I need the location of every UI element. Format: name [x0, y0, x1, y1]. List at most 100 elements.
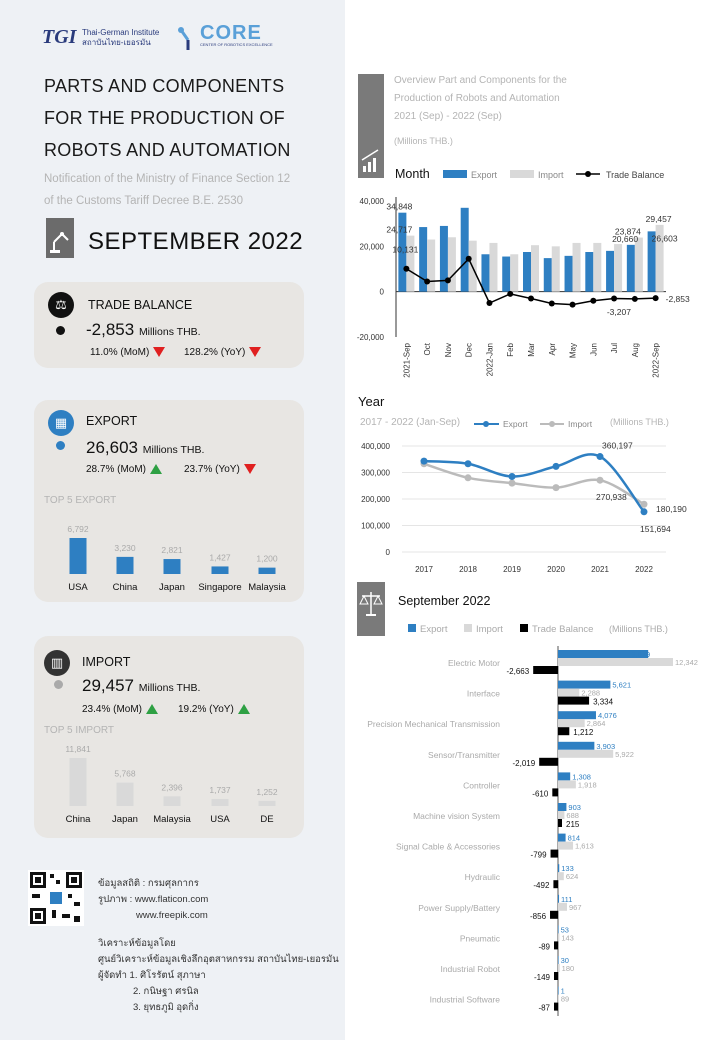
data-label: 20,660	[612, 234, 638, 244]
top5-bar	[258, 800, 276, 806]
credit-line: 3. ยุทธภูมิ อุดกิ่ง	[133, 1002, 199, 1013]
export-bar	[558, 925, 559, 934]
export-value-label: 1	[561, 987, 565, 996]
top5-value-label: 2,396	[161, 782, 183, 792]
month-title: SEPTEMBER 2022	[88, 228, 304, 255]
title-line: ROBOTS AND AUTOMATION	[44, 140, 291, 160]
scale-icon-panel	[357, 582, 385, 636]
top5-bar	[163, 796, 181, 806]
balance-value-label: -856	[530, 912, 547, 921]
export-yoy: 23.7% (YoY)	[184, 464, 256, 475]
balance-bar	[550, 910, 558, 919]
data-label: 26,603	[652, 233, 678, 243]
export-card: ▦ EXPORT 26,603 Millions THB. 28.7% (MoM…	[34, 400, 304, 602]
credit-line: วิเคราะห์ข้อมูลโดย	[98, 938, 176, 949]
export-bar	[543, 258, 552, 292]
x-tick-label: Oct	[423, 342, 432, 355]
import-bar	[531, 245, 539, 292]
export-point	[552, 462, 560, 470]
import-line	[423, 462, 645, 506]
balance-bar	[553, 880, 558, 889]
overview-chart-title: Overview Part and Components for the Pro…	[394, 72, 567, 150]
x-tick-label: Aug	[631, 343, 640, 357]
analysis-credits: วิเคราะห์ข้อมูลโดย ศูนย์วิเคราะห์ข้อมูลเ…	[98, 936, 339, 1016]
import-value-label: 5,922	[615, 750, 634, 759]
x-tick-label: Apr	[548, 343, 557, 356]
top5-bar	[116, 556, 134, 574]
export-bar	[558, 864, 560, 873]
yoy-text: 23.7% (YoY)	[184, 464, 240, 475]
top5-bar	[116, 782, 134, 806]
import-bar	[406, 235, 415, 292]
export-point	[464, 460, 472, 468]
import-bar	[510, 254, 519, 292]
balance-bar	[558, 727, 570, 736]
category-label: Industrial Software	[430, 995, 501, 1005]
qr-code[interactable]	[28, 870, 84, 926]
import-bar	[551, 246, 560, 292]
top5-export-label: TOP 5 EXPORT	[44, 495, 117, 506]
import-bar	[558, 811, 565, 819]
growth-chart-icon	[361, 149, 379, 172]
scale-icon	[359, 592, 383, 616]
yoy-text: 19.2% (YoY)	[178, 704, 234, 715]
core-logo: CORE	[200, 22, 262, 44]
import-bar	[558, 658, 673, 666]
export-bar	[606, 250, 615, 292]
export-value-label: 53	[561, 925, 569, 934]
tgi-name-en: Thai-German Institute	[82, 28, 160, 37]
legend-swatch-balance	[520, 624, 528, 632]
arrow-up-icon	[150, 464, 163, 475]
legend-label: Trade Balance	[532, 624, 593, 635]
trade-balance-title: TRADE BALANCE	[88, 298, 193, 312]
data-label: 151,694	[640, 524, 671, 534]
page-subtitle: Notification of the Ministry of Finance …	[44, 168, 344, 212]
top5-country-label: China	[113, 582, 139, 593]
export-bar	[558, 650, 649, 658]
trade-balance-point	[465, 255, 472, 262]
trade-balance-point	[569, 301, 576, 308]
category-label: Pneumatic	[460, 933, 501, 943]
export-value-label: 9,679	[631, 650, 650, 659]
y-tick-label: 0	[380, 288, 385, 297]
y-tick-label: -20,000	[357, 333, 385, 342]
export-value-label: 4,076	[598, 711, 617, 720]
trade-balance-point	[486, 300, 493, 306]
trade-balance-point	[652, 295, 659, 302]
export-bar	[558, 803, 567, 811]
import-point	[508, 479, 516, 487]
arrow-down-icon	[249, 347, 262, 358]
import-bar	[447, 237, 456, 292]
category-label: Industrial Robot	[440, 964, 500, 974]
export-title: EXPORT	[86, 414, 138, 428]
y-tick-label: 400,000	[361, 442, 390, 451]
trade-balance-card: ⚖ TRADE BALANCE -2,853 Millions THB. 11.…	[34, 282, 304, 368]
trade-balance-point	[590, 297, 597, 304]
x-tick-label: 2018	[459, 565, 477, 574]
import-bar	[558, 902, 568, 911]
balance-bar	[558, 819, 562, 827]
import-bar	[558, 964, 560, 972]
import-bar	[558, 688, 580, 697]
balance-value-label: -799	[531, 851, 548, 860]
export-point	[596, 453, 604, 461]
top5-value-label: 6,792	[67, 524, 89, 534]
core-logo-sub: CENTER OF ROBOTICS EXCELLENCE	[200, 42, 273, 47]
top5-bar	[69, 538, 87, 574]
y-tick-label: 0	[386, 548, 391, 557]
top5-country-label: USA	[68, 582, 88, 593]
legend-label: Export	[503, 419, 528, 429]
category-label: Sensor/Transmitter	[428, 750, 500, 760]
top5-bar	[211, 566, 229, 574]
top5-import-chart: 11,841 China 5,768 Japan 2,396 Malaysia 1,737 U…	[65, 744, 278, 825]
import-bar	[558, 994, 559, 1003]
import-bullet	[54, 680, 63, 689]
legend-marker-balance	[585, 171, 591, 177]
y-tick-label: 40,000	[360, 197, 385, 206]
x-tick-label: May	[569, 343, 578, 358]
x-tick-label: Feb	[506, 342, 515, 356]
data-label: 34,848	[386, 202, 412, 212]
tgi-logo: TGI	[42, 26, 77, 48]
credit-line: รูปภาพ : www.flaticon.com	[98, 894, 209, 905]
trade-balance-point	[507, 290, 514, 297]
